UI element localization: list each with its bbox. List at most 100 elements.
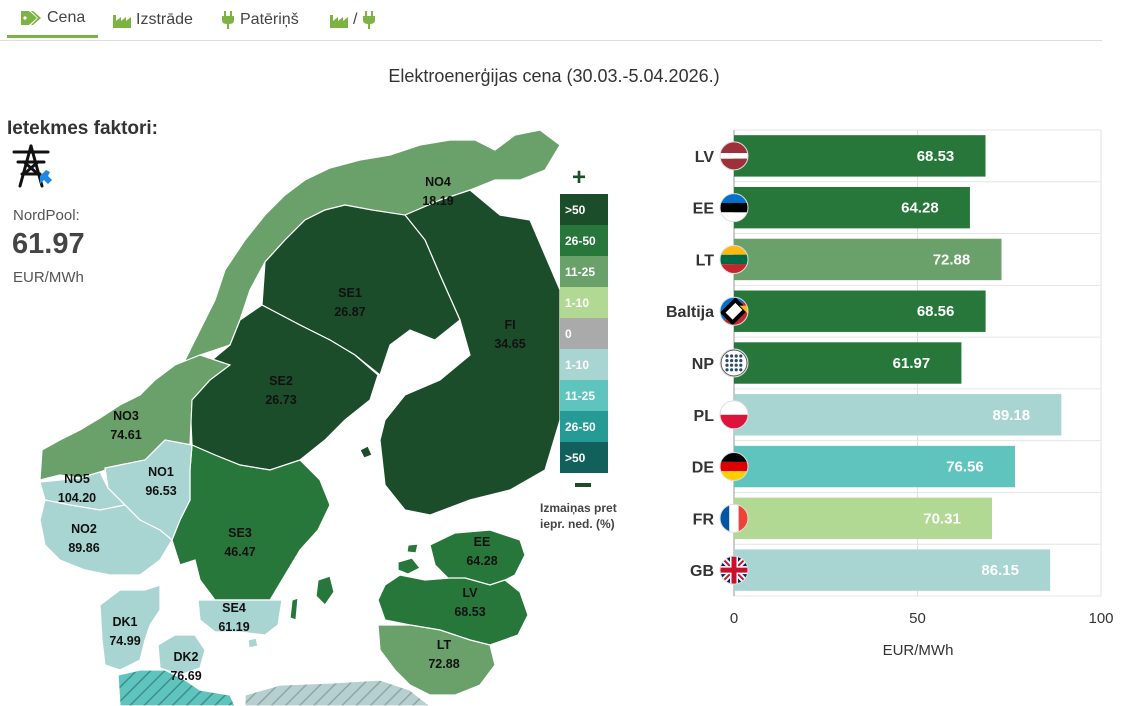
bar-value-label: 76.56 <box>946 459 984 476</box>
region-dk2[interactable] <box>157 634 206 676</box>
flag-stripe <box>720 203 748 213</box>
category-label: DE <box>692 460 715 477</box>
germany-flag-icon <box>719 452 749 482</box>
island-aland <box>359 445 373 459</box>
bar <box>734 342 962 384</box>
region-lv[interactable] <box>377 574 529 646</box>
tab-production-consumption[interactable]: / <box>330 0 376 40</box>
region-se3[interactable] <box>171 444 331 601</box>
flag-part <box>720 567 748 573</box>
map-label-code: DK2 <box>173 650 198 664</box>
flag-dot <box>730 368 734 372</box>
legend-note: Izmaiņas pret iepr. ned. (%) <box>540 501 617 531</box>
tab-label: Izstrāde <box>136 11 193 28</box>
map-label-value: 26.87 <box>334 305 365 319</box>
flag-dot <box>725 359 729 363</box>
tab-label: / <box>353 11 358 28</box>
influence-factors-heading: Ietekmes faktori: <box>7 118 159 139</box>
legend-item: 26-50 <box>560 411 608 442</box>
flag-border <box>719 348 749 378</box>
flag-body <box>720 504 748 533</box>
region-no3[interactable] <box>39 354 232 481</box>
map-label-code: EE <box>474 535 491 549</box>
flag-body <box>720 193 748 222</box>
legend-item: 0 <box>560 318 608 349</box>
lithuania-flag-icon <box>719 244 749 274</box>
tab-price[interactable]: Cena <box>7 0 98 38</box>
flag-stripe <box>720 504 730 533</box>
legend-item: 11-25 <box>560 256 608 287</box>
flag-border <box>719 555 749 585</box>
nordpool-value: 61.97 <box>12 228 85 260</box>
map-label-code: LV <box>462 586 478 600</box>
poland-flag-icon <box>719 400 749 430</box>
bar-value-label: 61.97 <box>893 355 931 372</box>
price-tag-icon <box>21 10 41 25</box>
flag-stripe <box>720 471 748 481</box>
category-label: GB <box>690 563 714 580</box>
nordpool-logo-icon <box>719 348 749 378</box>
flag-stripe <box>738 504 748 533</box>
flag-border <box>719 296 749 326</box>
flag-dot <box>734 359 738 363</box>
flag-dot <box>725 368 729 372</box>
island-bornholm <box>247 637 259 649</box>
tab-production[interactable]: Izstrāde <box>113 0 193 40</box>
category-label: EE <box>693 201 715 218</box>
legend-minus <box>575 483 591 487</box>
tab-consumption[interactable]: Patēriņš <box>221 0 299 40</box>
bar-value-label: 70.31 <box>923 510 961 527</box>
bar <box>734 135 986 177</box>
flag-dot <box>730 359 734 363</box>
bar-value-label: 72.88 <box>933 251 971 268</box>
region-no2[interactable] <box>39 499 173 576</box>
region-dk1[interactable] <box>99 584 161 671</box>
flag-stripe <box>729 504 739 533</box>
change-legend: >50 26-50 11-25 1-10 0 1-10 11-25 26-50 >50 <box>560 194 608 473</box>
region-ee[interactable] <box>429 529 526 586</box>
nordpool-label: NordPool: <box>13 207 80 224</box>
plug-icon <box>222 11 234 29</box>
x-tick-label: 100 <box>1088 610 1113 627</box>
flag-stripe <box>720 245 748 255</box>
bar-value-label: 89.18 <box>993 407 1031 424</box>
bar <box>734 549 1051 591</box>
bar-value-label: 68.56 <box>917 303 955 320</box>
map-label-code: NO4 <box>425 175 451 189</box>
island-gotland <box>315 575 335 606</box>
region-se4[interactable] <box>197 599 283 636</box>
map-label-code: NO2 <box>71 522 97 536</box>
flag-border <box>719 400 749 430</box>
bar-value-label: 64.28 <box>901 200 939 217</box>
region-germany <box>117 669 236 706</box>
category-label: LT <box>696 252 715 269</box>
legend-item: 11-25 <box>560 380 608 411</box>
x-tick-label: 0 <box>730 610 738 627</box>
bar <box>734 394 1062 436</box>
flag-part <box>739 305 748 315</box>
factory-icon <box>113 14 131 28</box>
bar <box>734 445 1015 488</box>
flag-part <box>725 302 743 320</box>
flag-stripe <box>720 414 748 429</box>
map-label-value: 26.73 <box>265 393 296 407</box>
flag-stripe <box>720 461 748 472</box>
map-label-value: 64.28 <box>466 554 497 568</box>
flag-stripe <box>720 400 748 415</box>
map-label-value: 76.69 <box>170 669 201 683</box>
flag-dot <box>734 368 738 372</box>
flag-stripe <box>720 141 748 154</box>
x-axis-label: EUR/MWh <box>883 642 954 659</box>
region-fi[interactable] <box>379 189 560 516</box>
category-label: FR <box>693 511 715 528</box>
flag-dot <box>739 354 743 358</box>
island-oland <box>289 597 299 621</box>
map-label-code: NO3 <box>113 409 139 423</box>
region-lt[interactable] <box>377 624 496 696</box>
flag-stripe <box>720 153 748 159</box>
flag-body <box>720 556 748 585</box>
map-label-value: 74.61 <box>110 428 141 442</box>
baltics-flag-icon <box>719 296 749 326</box>
flag-border <box>719 503 749 533</box>
island-saaremaa <box>397 557 421 575</box>
